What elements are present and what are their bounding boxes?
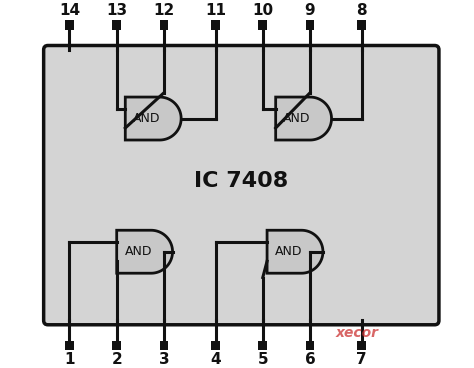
FancyBboxPatch shape	[44, 46, 439, 325]
Bar	[65, 20, 74, 29]
Text: 7: 7	[356, 352, 367, 367]
Bar	[306, 341, 314, 350]
Bar	[65, 341, 74, 350]
Text: 10: 10	[252, 3, 273, 18]
Bar	[112, 20, 121, 29]
Text: AND: AND	[133, 112, 161, 125]
Text: 12: 12	[153, 3, 174, 18]
Text: 4: 4	[210, 352, 221, 367]
Bar	[306, 20, 314, 29]
Polygon shape	[117, 230, 173, 273]
Text: AND: AND	[275, 245, 302, 258]
Bar	[211, 341, 220, 350]
Text: 3: 3	[159, 352, 169, 367]
Polygon shape	[276, 97, 331, 140]
Bar	[357, 20, 366, 29]
Text: 2: 2	[111, 352, 122, 367]
Bar	[160, 20, 168, 29]
Bar	[258, 341, 267, 350]
Text: 13: 13	[106, 3, 127, 18]
Text: 14: 14	[59, 3, 80, 18]
Text: 5: 5	[257, 352, 268, 367]
Bar	[258, 20, 267, 29]
Polygon shape	[125, 97, 181, 140]
Bar	[211, 20, 220, 29]
Text: AND: AND	[125, 245, 152, 258]
Text: IC 7408: IC 7408	[194, 171, 288, 191]
Text: 1: 1	[64, 352, 75, 367]
Bar	[160, 341, 168, 350]
Bar	[357, 341, 366, 350]
Text: 6: 6	[305, 352, 315, 367]
Text: 9: 9	[305, 3, 315, 18]
Bar	[112, 341, 121, 350]
Text: AND: AND	[283, 112, 311, 125]
Text: 11: 11	[205, 3, 226, 18]
Text: 8: 8	[356, 3, 367, 18]
Polygon shape	[267, 230, 323, 273]
Text: xecor: xecor	[336, 326, 379, 340]
